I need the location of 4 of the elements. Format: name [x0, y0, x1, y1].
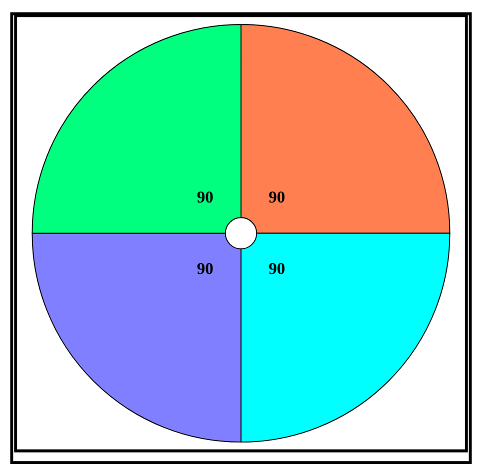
- data-label: 90: [196, 259, 214, 278]
- data-label: 90: [196, 187, 214, 206]
- data-label: 90: [268, 187, 286, 206]
- data-label: 90: [268, 259, 286, 278]
